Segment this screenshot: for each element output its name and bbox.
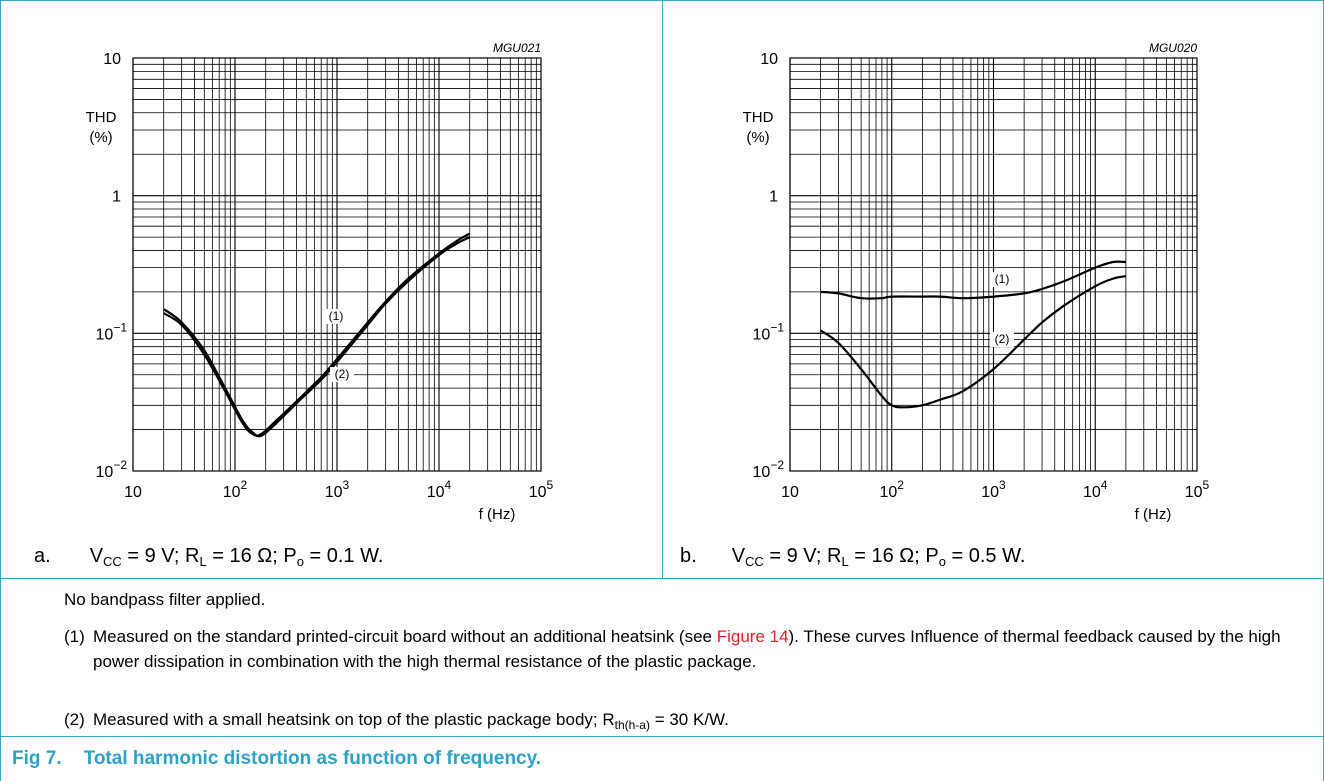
series-label-2: (2) bbox=[995, 332, 1010, 346]
note-2-number: (2) bbox=[64, 710, 85, 729]
plot-border bbox=[789, 57, 1198, 472]
caption-a-vcc: V bbox=[89, 545, 104, 567]
series-label-1: (1) bbox=[995, 272, 1010, 286]
caption-a-po-sub: o bbox=[296, 554, 304, 569]
notes-title: No bandpass filter applied. bbox=[64, 590, 266, 609]
y-tick-label: 10 bbox=[760, 51, 778, 68]
series-label-bg bbox=[990, 332, 1014, 347]
caption-a-rl-sub: L bbox=[199, 554, 207, 569]
series-label-1: (1) bbox=[329, 309, 344, 323]
note-1: (1) Measured on the standard printed-cir… bbox=[64, 624, 1314, 704]
caption-b-vcc: V bbox=[731, 545, 746, 567]
y-axis-label: THD bbox=[86, 109, 117, 126]
caption-a: a. VCC = 9 V; RL = 16 Ω; Po = 0.1 W. bbox=[34, 545, 383, 569]
y-tick-label: 10−2 bbox=[96, 458, 128, 481]
y-axis-label: THD bbox=[743, 109, 774, 126]
x-axis-label: f (Hz) bbox=[479, 506, 516, 523]
series-line-2 bbox=[819, 275, 1127, 409]
grid-lines bbox=[789, 58, 1197, 472]
x-tick-label: 105 bbox=[1185, 478, 1210, 501]
figure-title-text: Total harmonic distortion as function of… bbox=[83, 748, 542, 769]
series-line-2 bbox=[163, 236, 471, 438]
caption-b-po-val: = 0.5 W. bbox=[945, 545, 1026, 567]
caption-b-vcc-val: = 9 V; R bbox=[763, 545, 842, 567]
x-tick-label: 10 bbox=[124, 484, 142, 501]
series-label-bg bbox=[990, 272, 1014, 287]
caption-a-prefix: a. bbox=[34, 545, 51, 567]
note-1-number: (1) bbox=[64, 627, 85, 646]
x-axis-label: f (Hz) bbox=[1135, 506, 1172, 523]
caption-b-vcc-sub: CC bbox=[745, 554, 764, 569]
y-axis-unit: (%) bbox=[89, 129, 112, 146]
note-2-text-post: = 30 K/W. bbox=[649, 710, 729, 729]
note-2: (2) Measured with a small heatsink on to… bbox=[64, 707, 1314, 735]
note-1-text-post: ). These curves Influence of thermal fee… bbox=[93, 627, 1281, 671]
y-axis-unit: (%) bbox=[746, 129, 769, 146]
frame-center-divider bbox=[662, 0, 663, 578]
frame-caption-divider bbox=[0, 578, 1324, 579]
figure-title: Fig 7. Total harmonic distortion as funct… bbox=[12, 748, 541, 770]
series-label-bg bbox=[330, 367, 354, 382]
x-tick-label: 10 bbox=[781, 484, 799, 501]
note-1-text-pre: Measured on the standard printed-circuit… bbox=[93, 627, 717, 646]
note-2-subscript: th(h-a) bbox=[614, 718, 650, 732]
caption-b: b. VCC = 9 V; RL = 16 Ω; Po = 0.5 W. bbox=[680, 545, 1025, 569]
caption-b-rl-sub: L bbox=[841, 554, 849, 569]
caption-a-rl-val: = 16 Ω; P bbox=[206, 545, 297, 567]
frame-title-divider bbox=[0, 736, 1324, 737]
frame-left-border bbox=[0, 0, 1, 781]
caption-a-vcc-sub: CC bbox=[103, 554, 122, 569]
plot-border bbox=[132, 57, 542, 472]
series-label-2: (2) bbox=[335, 367, 350, 381]
y-tick-label: 10 bbox=[103, 51, 121, 68]
note-2-text-pre: Measured with a small heatsink on top of… bbox=[93, 710, 615, 729]
chart-id-label: MGU020 bbox=[1149, 41, 1197, 55]
y-tick-label: 10−1 bbox=[753, 320, 785, 343]
x-tick-label: 103 bbox=[981, 478, 1006, 501]
x-tick-label: 102 bbox=[223, 478, 248, 501]
y-tick-label: 10−2 bbox=[753, 458, 785, 481]
figure-label: Fig 7. bbox=[12, 748, 62, 769]
y-tick-label: 1 bbox=[769, 189, 778, 206]
caption-b-prefix: b. bbox=[680, 545, 697, 567]
series-label-bg bbox=[324, 309, 348, 324]
x-tick-label: 104 bbox=[1083, 478, 1108, 501]
y-tick-label: 1 bbox=[112, 189, 121, 206]
x-tick-label: 103 bbox=[325, 478, 350, 501]
caption-b-po-sub: o bbox=[938, 554, 946, 569]
chart-panel-b: 10 102 103 104 105 10−2 10−1 1 10 THD (%) f (Hz) MGU… bbox=[743, 41, 1210, 523]
caption-a-po-val: = 0.1 W. bbox=[303, 545, 384, 567]
grid-lines bbox=[132, 58, 541, 472]
x-tick-label: 104 bbox=[427, 478, 452, 501]
chart-panel-a: 10 102 103 104 105 10−2 10−1 1 10 THD (%) f (Hz) MGU… bbox=[86, 41, 554, 523]
series-line-1 bbox=[163, 232, 471, 437]
x-tick-label: 102 bbox=[880, 478, 905, 501]
caption-b-rl-val: = 16 Ω; P bbox=[848, 545, 939, 567]
chart-id-label: MGU021 bbox=[493, 41, 541, 55]
x-tick-label: 105 bbox=[529, 478, 554, 501]
figure-14-link[interactable]: Figure 14 bbox=[716, 627, 789, 646]
series-line-1 bbox=[820, 260, 1126, 300]
y-tick-label: 10−1 bbox=[96, 320, 128, 343]
caption-a-vcc-val: = 9 V; R bbox=[121, 545, 200, 567]
